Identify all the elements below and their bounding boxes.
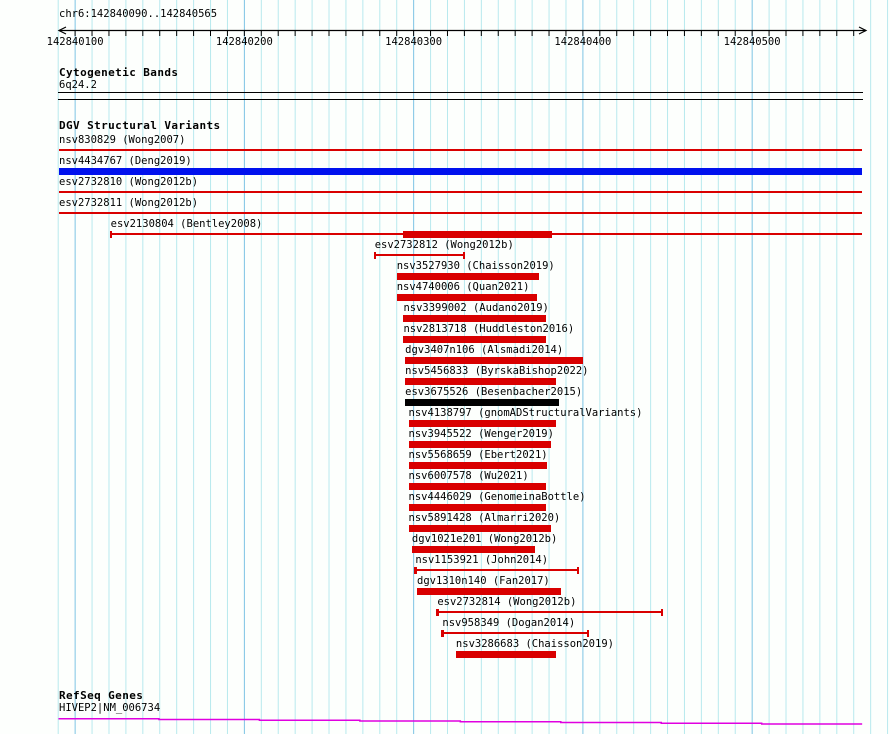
variant-label[interactable]: nsv3286683 (Chaisson2019) [455, 637, 614, 650]
variant-bar[interactable] [455, 650, 556, 658]
variant-bar[interactable] [58, 212, 863, 214]
ruler-tick-label: 142840500 [723, 35, 781, 48]
variant-bar[interactable] [405, 377, 556, 385]
variant-label[interactable]: esv2732812 (Wong2012b) [374, 238, 514, 251]
variant-label[interactable]: nsv3945522 (Wenger2019) [408, 427, 554, 440]
variant-label[interactable]: nsv4138797 (gnomADStructuralVariants) [408, 406, 643, 419]
variant-range-end-tick[interactable] [109, 230, 112, 238]
variant-range-end-tick[interactable] [661, 608, 664, 616]
variant-bar[interactable] [403, 314, 546, 322]
gene-name[interactable]: HIVEP2|NM_006734 [59, 702, 161, 714]
variant-bar[interactable] [408, 461, 548, 469]
variant-label[interactable]: esv2732810 (Wong2012b) [59, 175, 199, 188]
variant-range-end-tick[interactable] [586, 629, 589, 637]
variant-range-end-tick[interactable] [436, 608, 439, 616]
variant-bar[interactable] [437, 611, 663, 613]
section-title-cytogenetic-bands: Cytogenetic Bands [59, 66, 179, 79]
cytoband-name[interactable]: 6q24.2 [59, 79, 97, 91]
variant-bar[interactable] [58, 167, 863, 175]
variant-bar[interactable] [411, 545, 536, 553]
variant-label[interactable]: nsv4446029 (GenomeinaBottle) [408, 490, 586, 503]
variant-label[interactable]: nsv830829 (Wong2007) [59, 133, 186, 146]
variant-range-end-tick[interactable] [576, 566, 579, 574]
variant-label[interactable]: nsv1153921 (John2014) [415, 553, 549, 566]
ruler-tick-label: 142840200 [215, 35, 273, 48]
variant-bar[interactable] [396, 293, 538, 301]
variant-label[interactable]: nsv3399002 (Audano2019) [403, 301, 549, 314]
section-title-refseq-genes: RefSeq Genes [59, 689, 144, 702]
ruler-arrow-right-icon [858, 26, 868, 35]
variant-bar[interactable] [408, 440, 551, 448]
variant-bar[interactable] [408, 419, 556, 427]
variant-bar[interactable] [408, 482, 546, 490]
variant-bar[interactable] [417, 587, 561, 595]
variant-bar[interactable] [374, 254, 465, 256]
variant-label[interactable]: dgv1021e201 (Wong2012b) [411, 532, 558, 545]
variant-label[interactable]: nsv2813718 (Huddleston2016) [403, 322, 575, 335]
region-label: chr6:142840090..142840565 [59, 8, 218, 20]
variant-range-end-tick[interactable] [373, 251, 376, 259]
ruler-tick-label: 142840300 [385, 35, 443, 48]
variant-bar[interactable] [442, 632, 588, 634]
section-title-dgv-structural-variants: DGV Structural Variants [59, 119, 221, 132]
variant-label[interactable]: esv2130804 (Bentley2008) [110, 217, 263, 230]
variant-bar[interactable] [415, 569, 578, 571]
variant-bar[interactable] [405, 356, 583, 364]
variant-bar[interactable] [58, 149, 863, 151]
variant-range-end-tick[interactable] [441, 629, 444, 637]
variant-range-end-tick[interactable] [414, 566, 417, 574]
variant-bar[interactable] [58, 191, 863, 193]
cytoband-bar[interactable] [58, 92, 863, 100]
variant-label[interactable]: dgv1310n140 (Fan2017) [417, 574, 550, 587]
variant-label[interactable]: nsv5456833 (ByrskaBishop2022) [405, 364, 589, 377]
variant-label[interactable]: esv2732814 (Wong2012b) [437, 595, 577, 608]
variant-label[interactable]: nsv5568659 (Ebert2021) [408, 448, 548, 461]
variant-label[interactable]: nsv3527930 (Chaisson2019) [396, 259, 555, 272]
variant-label[interactable]: dgv3407n106 (Alsmadi2014) [405, 343, 564, 356]
variant-label[interactable]: esv2732811 (Wong2012b) [59, 196, 199, 209]
variant-label[interactable]: nsv6007578 (Wu2021) [408, 469, 529, 482]
variant-bar-thick-segment[interactable] [403, 230, 553, 238]
variant-label[interactable]: esv3675526 (Besenbacher2015) [405, 385, 583, 398]
ruler-tick-label: 142840100 [46, 35, 104, 48]
variant-bar[interactable] [396, 272, 539, 280]
gene-intron-line[interactable] [58, 718, 863, 725]
ruler-arrow-left-icon [57, 26, 67, 35]
variant-label[interactable]: nsv4740006 (Quan2021) [396, 280, 530, 293]
ruler-tick-label: 142840400 [554, 35, 612, 48]
variant-bar[interactable] [403, 335, 546, 343]
variant-label[interactable]: nsv958349 (Dogan2014) [442, 616, 576, 629]
variant-bar[interactable] [408, 524, 551, 532]
variant-bar[interactable] [408, 503, 546, 511]
variant-range-end-tick[interactable] [463, 251, 466, 259]
variant-label[interactable]: nsv5891428 (Almarri2020) [408, 511, 561, 524]
variant-label[interactable]: nsv4434767 (Deng2019) [59, 154, 192, 167]
variant-bar[interactable] [405, 398, 560, 406]
